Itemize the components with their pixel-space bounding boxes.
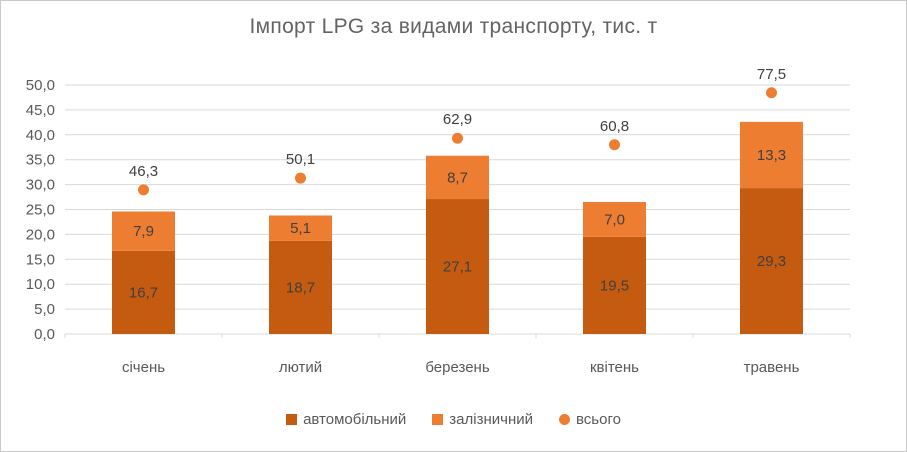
y-axis-tick-label: 30,0 [26,177,55,194]
bar-segment-rail [740,121,803,189]
y-axis-tick-label: 15,0 [26,251,55,268]
bar-segment-rail [112,211,175,251]
total-dot [452,132,463,144]
x-category-label: лютий [279,359,322,376]
bar-label-rail: 7,9 [133,223,154,240]
y-axis-tick-label: 45,0 [26,102,55,119]
x-category-label: березень [425,359,489,376]
y-axis-tick-label: 40,0 [26,127,55,144]
x-category-label: квітень [590,359,639,376]
y-axis-tick-label: 10,0 [26,276,55,293]
x-category-label: травень [744,359,800,376]
total-label: 60,8 [600,118,629,135]
bar-segment-road [583,236,646,334]
y-axis-tick-label: 50,0 [26,77,55,94]
bar-segment-road [112,250,175,334]
bar-label-rail: 5,1 [290,220,311,237]
bar-label-road: 27,1 [443,259,472,276]
total-dot [295,172,306,184]
bar-segment-road [426,199,489,334]
bar-label-rail: 7,0 [604,211,625,228]
bar-label-road: 29,3 [757,253,786,270]
legend: автомобільний залізничний всього [1,411,906,428]
legend-swatch-rail [432,414,444,425]
total-dot [609,139,620,151]
bar-label-road: 16,7 [129,284,158,301]
legend-label-road: автомобільний [303,411,407,428]
legend-swatch-total [558,414,570,425]
y-axis-tick-label: 5,0 [34,301,55,318]
legend-item-road: автомобільний [286,411,406,428]
total-dot [138,184,149,196]
bar-segment-rail [269,215,332,241]
y-axis-tick-label: 25,0 [26,202,55,219]
bar-segment-road [269,240,332,334]
legend-label-total: всього [575,411,621,428]
y-axis-tick-label: 0,0 [34,326,55,343]
total-label: 46,3 [129,163,158,180]
y-axis-tick-label: 20,0 [26,226,55,243]
x-category-label: січень [122,359,165,376]
legend-swatch-road [286,414,298,425]
legend-item-rail: залізничний [432,411,533,428]
bar-label-road: 19,5 [600,277,629,294]
bar-segment-rail [583,202,646,237]
bar-segment-rail [426,155,489,200]
legend-item-total: всього [558,411,621,428]
y-axis-tick-label: 35,0 [26,152,55,169]
total-dot [766,87,777,99]
bar-segment-road [740,188,803,334]
total-label: 77,5 [757,66,786,83]
chart-title: Імпорт LPG за видами транспорту, тис. т [249,15,658,38]
legend-label-rail: залізничний [449,411,533,428]
bar-label-road: 18,7 [286,279,315,296]
bar-label-rail: 13,3 [757,147,786,164]
bar-label-rail: 8,7 [447,169,468,186]
total-label: 50,1 [286,151,315,168]
total-label: 62,9 [443,111,472,128]
